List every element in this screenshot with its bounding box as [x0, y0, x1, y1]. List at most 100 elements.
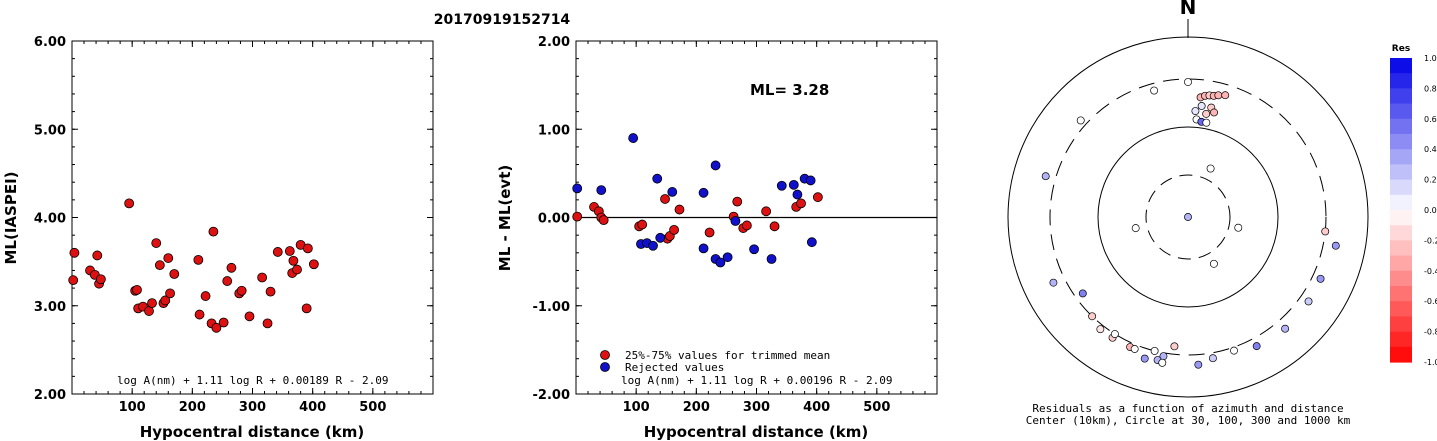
station-point	[1170, 342, 1179, 351]
x-tick-label: 100	[623, 400, 650, 415]
colorbar-swatch	[1390, 270, 1412, 287]
y-tick-label: 3.00	[34, 300, 66, 315]
data-point	[147, 298, 157, 309]
legend-marker-trimmed	[600, 350, 610, 360]
colorbar: 1.0 0.8 0.6 0.4 0.2 0.0 -0.2 -0.4 -0.6 -0.8 -1.0	[1390, 54, 1437, 367]
colorbar-tick-label: -0.4	[1424, 267, 1437, 276]
data-points	[68, 198, 319, 333]
station-point	[1150, 346, 1159, 355]
station-point	[1110, 330, 1119, 338]
trimmed-point	[674, 204, 685, 215]
y-tick-label: 2.00	[538, 35, 570, 50]
rejected-point	[766, 254, 777, 264]
caption-line-1: Residuals as a function of azimuth and d…	[1032, 402, 1343, 415]
y-tick-label: 2.00	[34, 388, 66, 403]
data-point	[169, 269, 180, 279]
station-point	[1331, 241, 1340, 250]
colorbar-swatch	[1390, 240, 1412, 257]
station-point	[1252, 342, 1261, 351]
y-axis-label: ML(IASPEI)	[2, 171, 20, 264]
data-point	[226, 262, 237, 273]
trimmed-point	[732, 196, 743, 207]
rejected-point	[792, 189, 803, 200]
trimmed-point	[761, 206, 772, 217]
data-point	[208, 226, 219, 237]
station-point	[1041, 172, 1050, 181]
data-point	[68, 275, 79, 286]
data-point	[301, 303, 312, 314]
polar-residual-panel: N Residuals as a function of azimuth and…	[1007, 0, 1437, 427]
colorbar-swatch	[1390, 316, 1412, 333]
colorbar-tick-label: 1.0	[1424, 54, 1437, 63]
x-tick-label: 100	[119, 400, 146, 415]
north-label: N	[1180, 0, 1197, 19]
trimmed-point	[598, 215, 609, 226]
station-point	[1230, 346, 1238, 355]
rejected-point	[806, 237, 817, 248]
colorbar-title: Res	[1392, 44, 1410, 54]
x-tick-label: 200	[179, 400, 206, 415]
caption-line-2: Center (10km), Circle at 30, 100, 300 an…	[1026, 414, 1351, 427]
legend-label-trimmed: 25%-75% values for trimmed mean	[625, 349, 830, 362]
data-point	[262, 318, 273, 329]
station-point	[1088, 312, 1097, 321]
colorbar-swatch	[1390, 118, 1412, 135]
y-axis-ticks: -2.00 -1.00 0.00 1.00 2.00	[533, 35, 937, 403]
colorbar-swatch	[1390, 346, 1412, 363]
trimmed-point	[796, 198, 806, 209]
colorbar-swatch	[1390, 134, 1412, 150]
legend-label-rejected: Rejected values	[625, 361, 724, 374]
colorbar-swatch	[1390, 194, 1412, 211]
x-tick-label: 300	[743, 400, 770, 415]
station-point	[1202, 118, 1211, 127]
trimmed-point	[769, 221, 780, 232]
trimmed-point	[637, 219, 648, 230]
rejected-point	[667, 187, 678, 197]
data-point	[200, 291, 211, 301]
colorbar-swatch	[1390, 255, 1412, 272]
colorbar-swatch	[1390, 210, 1412, 226]
data-point	[308, 259, 319, 270]
colorbar-tick-label: -0.8	[1424, 328, 1437, 337]
colorbar-swatch	[1390, 73, 1412, 89]
station-point	[1096, 325, 1105, 334]
data-point	[222, 276, 233, 286]
data-points	[572, 133, 823, 268]
colorbar-tick-label: 0.6	[1424, 115, 1437, 124]
data-point	[160, 295, 171, 306]
station-point	[1281, 324, 1290, 333]
data-point	[284, 246, 295, 256]
colorbar-swatch	[1390, 286, 1412, 302]
colorbar-swatch	[1390, 88, 1412, 105]
station-point	[1304, 297, 1313, 306]
rejected-point	[652, 173, 663, 184]
station-point	[1076, 116, 1085, 125]
station-point	[1130, 345, 1139, 353]
rejected-point	[805, 175, 816, 186]
x-tick-label: 300	[239, 400, 266, 415]
x-axis-label: Hypocentral distance (km)	[644, 423, 869, 441]
station-point	[1214, 91, 1223, 100]
data-point	[69, 247, 80, 258]
trimmed-point	[669, 224, 679, 235]
data-point	[163, 253, 174, 263]
trimmed-point	[704, 227, 715, 238]
rejected-point	[655, 232, 666, 243]
station-point	[1194, 360, 1203, 369]
rejected-point	[715, 257, 726, 268]
data-point	[95, 274, 106, 285]
x-axis-ticks: 100 200 300 400 500	[83, 41, 422, 415]
ring-100km	[1097, 126, 1279, 308]
station-point	[1191, 107, 1200, 115]
data-point	[132, 284, 142, 295]
station-point	[1209, 259, 1218, 268]
rejected-point	[710, 160, 721, 171]
station-point	[1210, 108, 1219, 117]
colorbar-swatch	[1390, 103, 1412, 120]
y-tick-label: 4.00	[34, 212, 66, 227]
y-tick-label: 1.00	[538, 123, 570, 138]
formula-label: log A(nm) + 1.11 log R + 0.00189 R - 2.0…	[117, 374, 389, 387]
data-point	[218, 317, 229, 328]
trimmed-point	[741, 220, 752, 231]
x-axis-ticks: 100 200 300 400 500	[587, 41, 926, 415]
